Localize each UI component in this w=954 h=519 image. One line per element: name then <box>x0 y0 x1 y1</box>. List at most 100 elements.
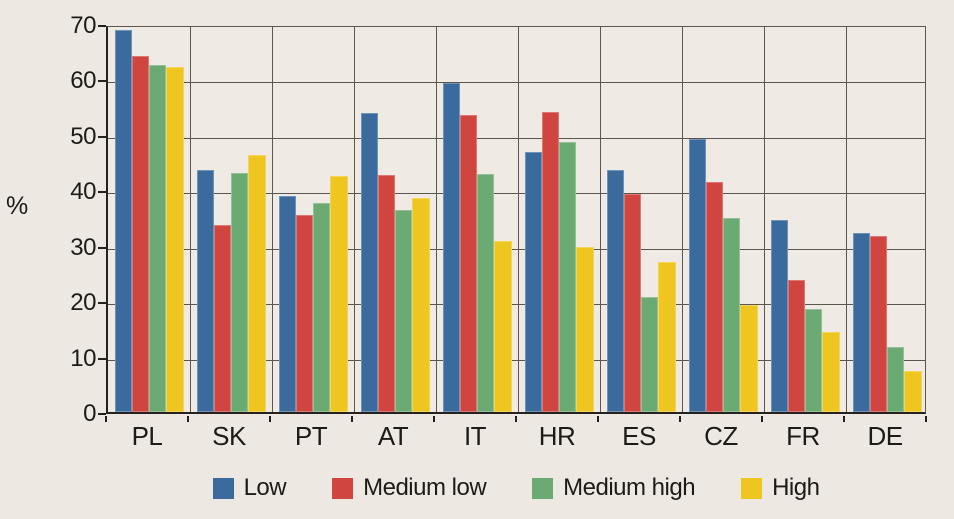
x-category-label-at: AT <box>377 421 409 451</box>
bar-medium-high-es <box>641 296 659 412</box>
x-tick-mark-10 <box>925 416 927 422</box>
legend-label-high: High <box>772 474 820 501</box>
bar-medium-low-sk <box>213 225 231 412</box>
legend-item-medium-low: Medium low <box>332 474 487 502</box>
bar-high-hr <box>576 246 594 412</box>
bar-low-it <box>442 83 460 412</box>
y-tick-label-10: 10 <box>70 344 96 372</box>
gridline-y-60 <box>108 82 925 84</box>
bar-low-es <box>606 169 624 412</box>
x-category-label-sk: SK <box>212 421 246 451</box>
gridline-x-7 <box>682 27 683 412</box>
bar-group-it <box>436 27 518 412</box>
legend-label-medium-low: Medium low <box>363 474 487 501</box>
y-tick-mark-20 <box>98 302 106 305</box>
x-tick-mark-2 <box>269 416 271 422</box>
y-tick-label-20: 20 <box>70 289 96 317</box>
bar-low-cz <box>688 139 706 412</box>
gridline-x-3 <box>354 27 355 412</box>
bar-high-es <box>658 262 676 412</box>
bar-group-cz <box>682 27 764 412</box>
bar-low-fr <box>770 220 788 412</box>
bar-medium-low-fr <box>787 279 805 412</box>
bar-medium-high-at <box>395 209 413 412</box>
gridline-y-20 <box>108 304 925 306</box>
bar-group-pl <box>108 27 190 412</box>
y-axis-title: % <box>6 192 28 220</box>
y-tick-mark-10 <box>98 357 106 360</box>
bar-medium-low-at <box>377 174 395 412</box>
bar-medium-high-de <box>887 346 905 412</box>
x-category-label-pt: PT <box>294 421 328 451</box>
legend: Low Medium low Medium high High <box>106 474 926 502</box>
y-tick-label-0: 0 <box>83 400 96 427</box>
bar-high-it <box>494 240 512 412</box>
x-tick-mark-4 <box>433 416 435 422</box>
y-tick-label-60: 60 <box>70 67 96 95</box>
bar-medium-low-pl <box>131 55 149 412</box>
bar-medium-high-it <box>477 173 495 412</box>
y-tick-mark-30 <box>98 246 106 249</box>
legend-swatch-high <box>741 477 763 499</box>
y-tick-mark-70 <box>98 25 106 27</box>
y-tick-label-30: 30 <box>70 233 96 261</box>
x-tick-mark-8 <box>761 416 763 422</box>
bar-group-at <box>354 27 436 412</box>
bar-medium-low-pt <box>295 214 313 412</box>
bar-low-sk <box>196 169 214 412</box>
legend-swatch-medium-low <box>332 477 354 499</box>
bar-medium-high-cz <box>723 218 741 412</box>
gridline-y-10 <box>108 359 925 361</box>
legend-item-medium-high: Medium high <box>532 474 696 502</box>
bar-medium-high-pl <box>149 65 167 412</box>
legend-swatch-low <box>212 477 234 499</box>
bar-high-at <box>412 197 430 412</box>
x-category-label-pl: PL <box>131 421 163 451</box>
bar-high-fr <box>822 332 840 412</box>
y-tick-label-50: 50 <box>70 122 96 150</box>
x-tick-mark-6 <box>597 416 599 422</box>
bar-medium-low-de <box>869 236 887 412</box>
legend-item-low: Low <box>212 474 287 502</box>
legend-item-high: High <box>741 474 820 502</box>
x-category-label-it: IT <box>463 421 487 451</box>
x-tick-mark-3 <box>351 416 353 422</box>
y-tick-label-40: 40 <box>70 178 96 206</box>
bar-low-pl <box>114 29 132 412</box>
bar-high-pt <box>330 175 348 412</box>
gridline-x-4 <box>436 27 437 412</box>
bar-high-pl <box>166 67 184 412</box>
bar-low-hr <box>524 151 542 412</box>
x-tick-mark-7 <box>679 416 681 422</box>
legend-label-low: Low <box>243 474 287 501</box>
bar-group-pt <box>272 27 354 412</box>
bar-medium-low-cz <box>705 181 723 412</box>
x-tick-mark-9 <box>843 416 845 422</box>
bar-medium-high-sk <box>231 172 249 412</box>
gridline-x-2 <box>272 27 273 412</box>
y-tick-mark-60 <box>98 80 106 83</box>
y-tick-mark-0 <box>98 413 106 415</box>
x-category-label-de: DE <box>867 421 903 451</box>
gridline-x-6 <box>600 27 601 412</box>
legend-label-medium-high: Medium high <box>563 474 696 501</box>
gridline-x-1 <box>190 27 191 412</box>
bar-low-at <box>360 112 378 412</box>
plot-area <box>106 26 926 414</box>
y-tick-label-70: 70 <box>70 12 96 39</box>
legend-swatch-medium-high <box>532 477 554 499</box>
bar-high-cz <box>740 305 758 412</box>
bar-group-sk <box>190 27 272 412</box>
bar-medium-high-hr <box>559 142 577 412</box>
y-tick-mark-50 <box>98 135 106 138</box>
bar-group-hr <box>518 27 600 412</box>
bar-group-fr <box>764 27 846 412</box>
bar-medium-high-pt <box>313 203 331 412</box>
x-tick-mark-5 <box>515 416 517 422</box>
x-tick-mark-0 <box>105 416 107 422</box>
x-category-label-es: ES <box>622 421 656 451</box>
gridline-y-40 <box>108 193 925 195</box>
gridline-x-5 <box>518 27 519 412</box>
bar-high-sk <box>248 155 266 412</box>
